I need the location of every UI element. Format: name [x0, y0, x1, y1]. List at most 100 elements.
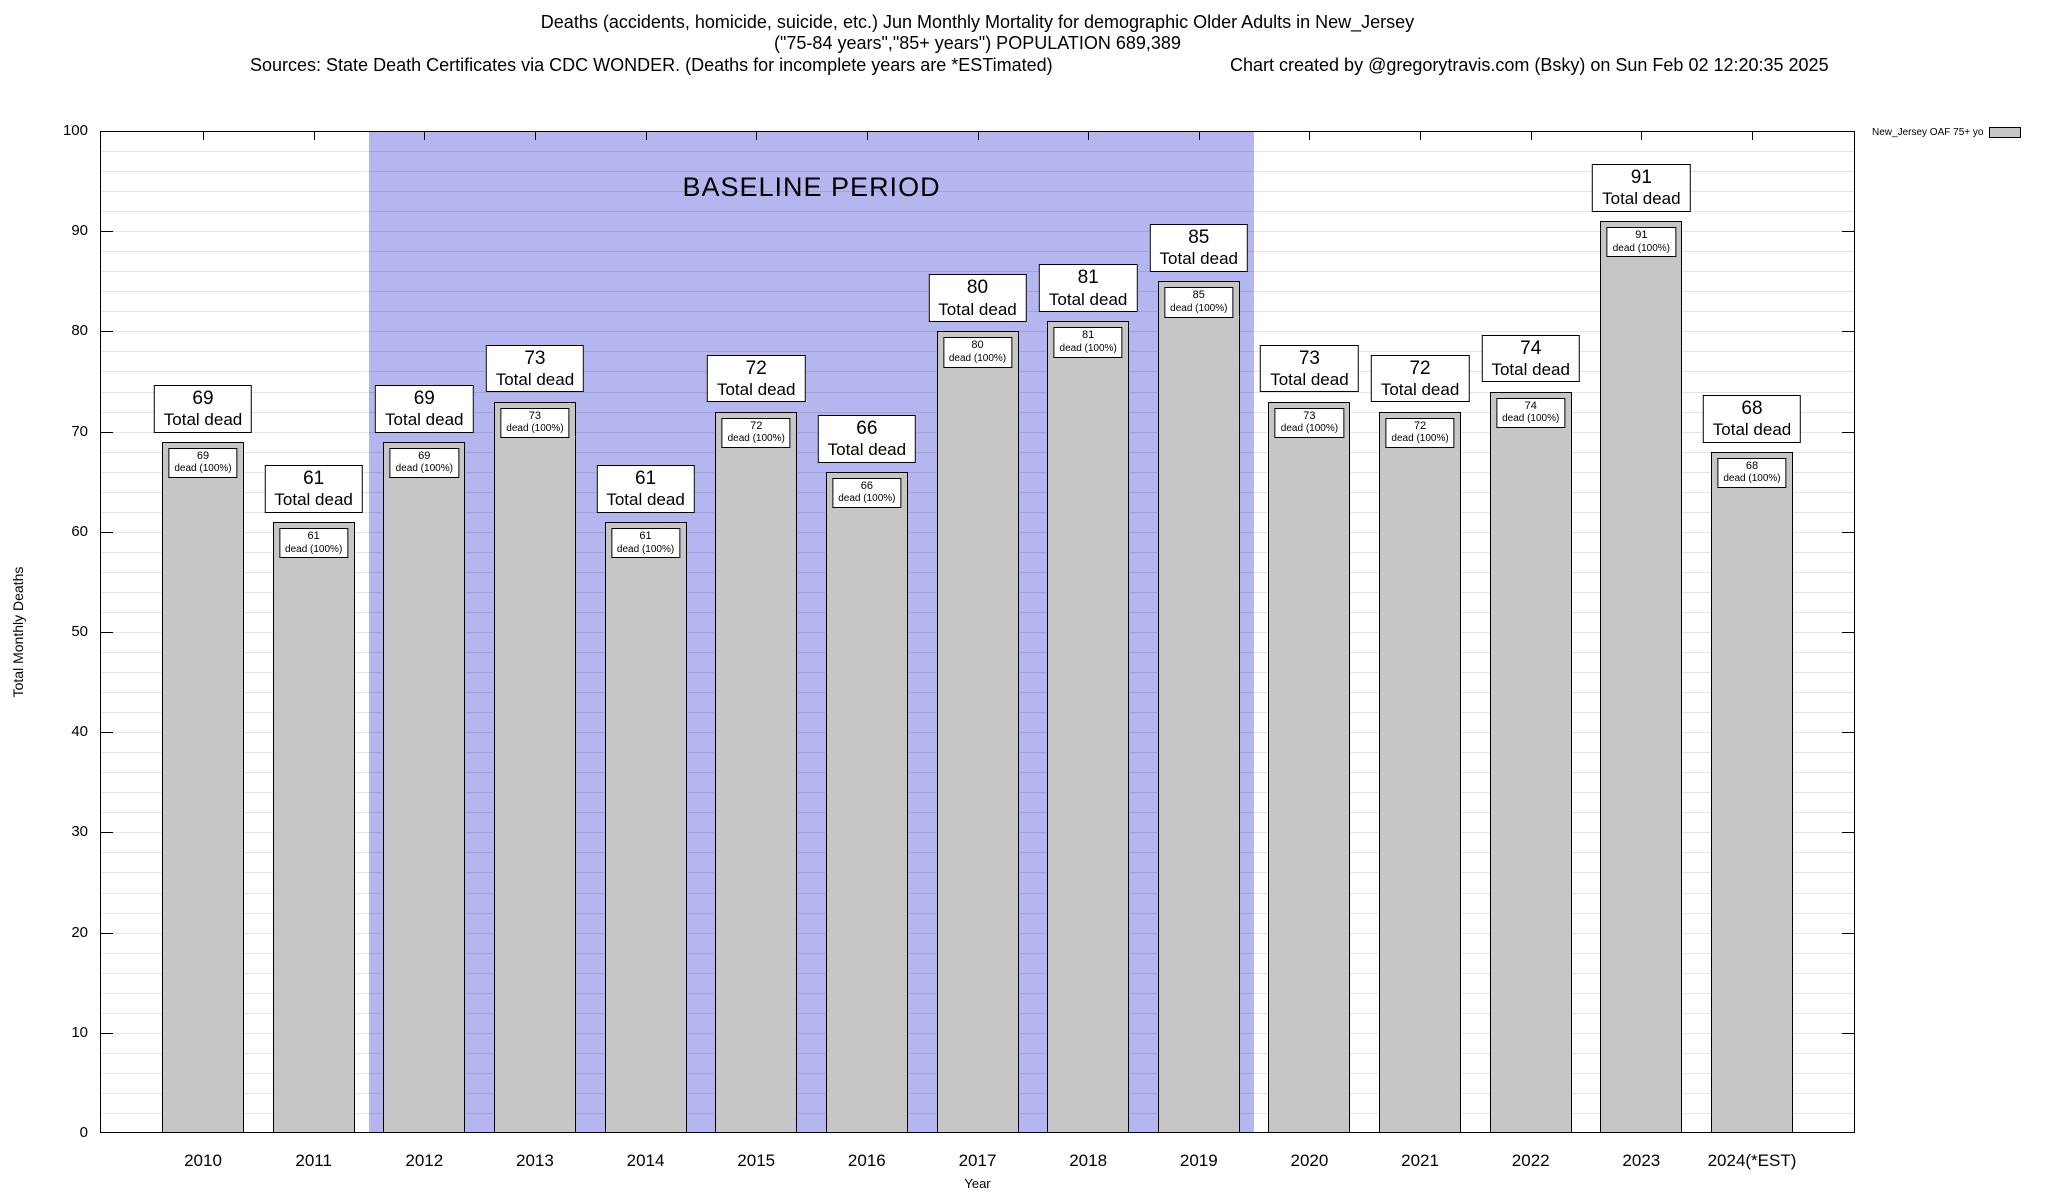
- y-tick-mark: [1842, 932, 1854, 934]
- x-tick-mark: [424, 132, 426, 140]
- y-tick-label: 30: [71, 823, 88, 841]
- bar-total-label: 73 Total dead: [1260, 344, 1359, 393]
- gridline: [100, 231, 1855, 233]
- y-tick-mark: [101, 832, 113, 834]
- x-tick-label: 2016: [847, 1151, 886, 1170]
- bar-inner-label: 80 dead (100%): [942, 337, 1013, 368]
- bar: [1047, 321, 1130, 1133]
- x-tick-label: 2014: [626, 1151, 665, 1170]
- y-tick-mark: [1842, 632, 1854, 633]
- x-tick-mark: [1198, 132, 1200, 140]
- baseline-period-label: BASELINE PERIOD: [682, 172, 941, 202]
- x-tick-mark: [1088, 132, 1090, 140]
- legend-swatch-icon: [1989, 127, 2022, 138]
- bar-total-label: 69 Total dead: [153, 384, 253, 433]
- y-tick-label: 0: [79, 1124, 88, 1141]
- bar-inner-label: 81 dead (100%): [1053, 327, 1123, 358]
- bar-total-label: 61 Total dead: [596, 464, 695, 513]
- bar-inner-label: 68 dead (100%): [1717, 457, 1787, 488]
- gridline: [100, 171, 1855, 173]
- bar: [936, 331, 1019, 1133]
- chart-sources: Sources: State Death Certificates via CD…: [250, 55, 1053, 75]
- bar-total-label: 66 Total dead: [817, 414, 917, 463]
- bar: [715, 411, 798, 1133]
- x-tick-mark: [645, 132, 647, 140]
- y-tick-mark: [101, 331, 113, 333]
- gridline: [100, 251, 1855, 253]
- x-tick-label: 2021: [1401, 1151, 1439, 1170]
- legend-label: New_Jersey OAF 75+ yo: [1872, 127, 1984, 138]
- bar: [1379, 411, 1462, 1133]
- y-tick-mark: [1842, 531, 1854, 533]
- x-tick-label: 2019: [1179, 1151, 1218, 1170]
- y-tick-mark: [1842, 1032, 1854, 1034]
- bar-total-label: 72 Total dead: [706, 354, 806, 403]
- x-tick-mark: [756, 132, 758, 140]
- bar-inner-label: 85 dead (100%): [1164, 287, 1234, 318]
- bar: [604, 521, 687, 1133]
- bar-total-label: 80 Total dead: [928, 274, 1027, 323]
- x-tick-label: 2023: [1622, 1151, 1661, 1170]
- x-tick-mark: [866, 132, 868, 140]
- y-tick-label: 80: [71, 322, 88, 340]
- gridline: [100, 191, 1855, 193]
- y-tick-label: 70: [71, 422, 88, 440]
- bar-total-label: 73 Total dead: [485, 344, 585, 393]
- bar: [162, 441, 244, 1133]
- bar-inner-label: 69 dead (100%): [389, 447, 459, 478]
- y-tick-mark: [1842, 832, 1854, 834]
- x-tick-label: 2020: [1290, 1151, 1329, 1170]
- x-tick-label: 2010: [184, 1151, 222, 1170]
- y-tick-mark: [101, 531, 113, 533]
- x-tick-label: 2015: [737, 1151, 776, 1170]
- x-tick-mark: [977, 132, 979, 140]
- bar-total-label: 85 Total dead: [1149, 224, 1249, 273]
- bar-inner-label: 69 dead (100%): [168, 447, 238, 478]
- x-tick-label: 2024(*EST): [1707, 1151, 1797, 1170]
- y-tick-mark: [101, 732, 113, 734]
- chart-credit: Chart created by @gregorytravis.com (Bsk…: [1230, 55, 1829, 75]
- x-tick-mark: [1309, 132, 1311, 140]
- x-tick-label: 2022: [1511, 1151, 1550, 1170]
- x-axis-title: Year: [964, 1176, 991, 1191]
- bar: [1268, 401, 1351, 1133]
- bar-total-label: 81 Total dead: [1038, 264, 1138, 313]
- x-tick-mark: [203, 132, 204, 140]
- x-tick-mark: [534, 132, 536, 140]
- bar-total-label: 61 Total dead: [264, 464, 363, 513]
- bar-total-label: 69 Total dead: [375, 384, 474, 433]
- bar-total-label: 74 Total dead: [1481, 334, 1580, 383]
- x-tick-label: 2018: [1069, 1151, 1108, 1170]
- bar-inner-label: 72 dead (100%): [721, 417, 791, 448]
- bar-total-label: 68 Total dead: [1702, 394, 1802, 443]
- legend: New_Jersey OAF 75+ yo: [1872, 127, 2022, 138]
- bar: [493, 401, 576, 1133]
- bar: [825, 471, 908, 1133]
- y-tick-mark: [101, 231, 113, 233]
- x-tick-label: 2017: [958, 1151, 997, 1170]
- y-tick-label: 50: [71, 623, 88, 640]
- bar-total-label: 91 Total dead: [1592, 164, 1691, 213]
- y-tick-mark: [101, 632, 113, 633]
- gridline: [100, 211, 1855, 213]
- bar: [1711, 451, 1793, 1133]
- y-tick-mark: [1842, 331, 1854, 333]
- y-tick-label: 60: [71, 522, 88, 540]
- chart-title: Deaths (accidents, homicide, suicide, et…: [540, 12, 1415, 32]
- y-tick-mark: [1842, 431, 1854, 433]
- x-tick-mark: [1641, 132, 1643, 140]
- y-tick-label: 90: [71, 222, 88, 240]
- gridline: [100, 151, 1855, 153]
- bar-inner-label: 74 dead (100%): [1496, 397, 1566, 428]
- x-tick-label: 2011: [295, 1151, 332, 1170]
- y-tick-label: 100: [62, 122, 88, 139]
- bar: [1600, 221, 1683, 1133]
- y-tick-label: 20: [71, 923, 88, 941]
- x-tick-mark: [1752, 132, 1753, 140]
- x-tick-mark: [1420, 132, 1422, 140]
- chart-subtitle: ("75-84 years","85+ years") POPULATION 6…: [774, 33, 1181, 53]
- bar: [383, 441, 466, 1133]
- x-tick-label: 2012: [405, 1151, 444, 1170]
- bar-inner-label: 73 dead (100%): [500, 407, 570, 438]
